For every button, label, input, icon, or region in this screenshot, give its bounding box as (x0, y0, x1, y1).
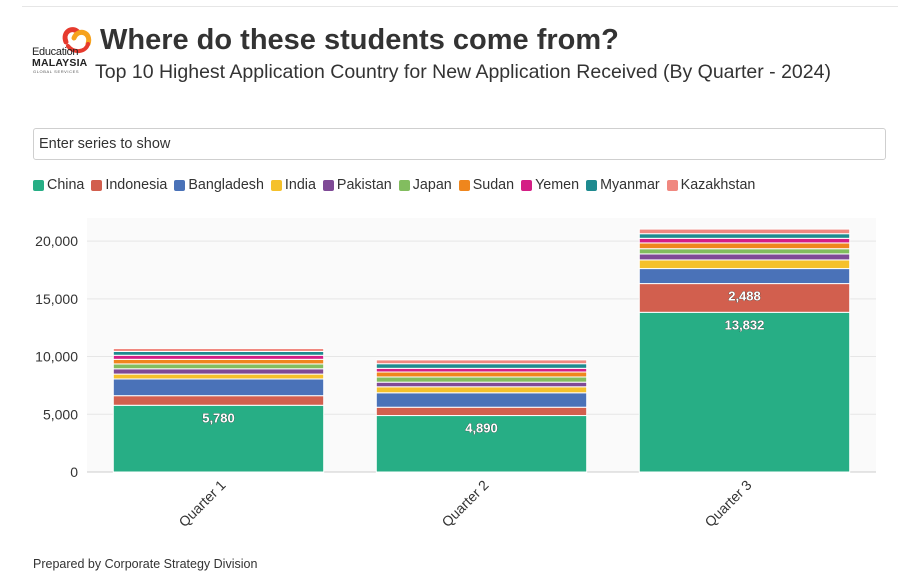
y-tick-label: 0 (70, 464, 78, 480)
legend-label: Yemen (535, 177, 580, 193)
bar-segment-sudan-quarter-1 (112, 358, 325, 365)
bar-segment-myanmar-quarter-3 (638, 233, 851, 239)
legend-item-pakistan[interactable]: Pakistan (322, 177, 392, 193)
bar-segment-bangladesh-quarter-3 (638, 268, 851, 285)
data-label: 13,832 (725, 317, 765, 332)
legend-swatch (586, 179, 598, 191)
bar-segment-myanmar-quarter-2 (375, 363, 588, 369)
legend-swatch (270, 179, 282, 191)
y-tick-label: 10,000 (35, 349, 78, 365)
education-malaysia-logo: Education MALAYSIA GLOBAL SERVICES (32, 24, 96, 76)
logo-mark-icon (62, 27, 92, 53)
y-tick-label: 5,000 (43, 406, 78, 422)
bar-segment-china-quarter-1 (112, 404, 325, 473)
bar-segment-yemen-quarter-2 (375, 367, 588, 373)
bar-segment-china-quarter-3 (638, 311, 851, 473)
legend-item-kazakhstan[interactable]: Kazakhstan (666, 177, 756, 193)
legend-label: Indonesia (105, 177, 168, 193)
legend-label: Myanmar (600, 177, 660, 193)
logo-line-malaysia: MALAYSIA (32, 57, 88, 69)
chart-legend: China Indonesia Bangladesh India Pakistan Jap… (33, 176, 762, 194)
x-tick-label: Quarter 2 (438, 477, 491, 530)
bar-segment-japan-quarter-2 (375, 376, 588, 383)
x-tick-label: Quarter 1 (175, 477, 228, 530)
bar-segment-yemen-quarter-1 (112, 354, 325, 360)
page-title: Where do these students come from? (100, 24, 619, 56)
bar-segment-myanmar-quarter-1 (112, 350, 325, 356)
bar-segment-pakistan-quarter-2 (375, 381, 588, 388)
legend-item-china[interactable]: China (33, 177, 84, 193)
legend-item-yemen[interactable]: Yemen (521, 177, 579, 193)
bar-segment-pakistan-quarter-3 (638, 253, 851, 261)
legend-label: Kazakhstan (680, 177, 756, 193)
bar-segment-india-quarter-2 (375, 386, 588, 394)
legend-swatch (666, 179, 678, 191)
legend-item-sudan[interactable]: Sudan (458, 177, 515, 193)
legend-item-india[interactable]: India (270, 177, 316, 193)
legend-label: China (47, 177, 85, 193)
bar-segment-kazakhstan-quarter-1 (112, 347, 325, 352)
data-label: 2,488 (728, 289, 761, 304)
bar-segment-indonesia-quarter-2 (375, 406, 588, 417)
bar-segment-pakistan-quarter-1 (112, 368, 325, 375)
top-divider (22, 6, 898, 7)
bar-segment-indonesia-quarter-1 (112, 395, 325, 406)
bar-segment-kazakhstan-quarter-3 (638, 228, 851, 235)
legend-label: India (284, 177, 316, 193)
footer-note: Prepared by Corporate Strategy Division (33, 557, 258, 571)
bar-segment-sudan-quarter-2 (375, 371, 588, 378)
bar-segment-sudan-quarter-3 (638, 242, 851, 250)
bar-segment-india-quarter-1 (112, 373, 325, 380)
y-tick-label: 20,000 (35, 233, 78, 249)
legend-swatch (398, 179, 410, 191)
series-filter-input[interactable] (33, 128, 886, 160)
bar-segment-japan-quarter-1 (112, 363, 325, 370)
legend-label: Sudan (472, 177, 515, 193)
logo-line-education: Education (32, 46, 79, 58)
page-subtitle: Top 10 Highest Application Country for N… (95, 61, 831, 83)
legend-item-bangladesh[interactable]: Bangladesh (174, 177, 264, 193)
bar-segment-indonesia-quarter-3 (638, 283, 851, 313)
bar-segment-japan-quarter-3 (638, 248, 851, 255)
logo-line-global-services: GLOBAL SERVICES (33, 69, 80, 74)
legend-swatch (322, 179, 334, 191)
legend-label: Pakistan (336, 177, 392, 193)
legend-item-indonesia[interactable]: Indonesia (91, 177, 167, 193)
legend-label: Bangladesh (188, 177, 264, 193)
legend-item-japan[interactable]: Japan (398, 177, 452, 193)
bar-segment-kazakhstan-quarter-2 (375, 359, 588, 365)
legend-swatch (33, 179, 44, 191)
legend-swatch (91, 179, 103, 191)
legend-swatch (174, 179, 186, 191)
x-tick-label: Quarter 3 (701, 477, 754, 530)
y-tick-label: 15,000 (35, 291, 78, 307)
stacked-bar-chart: 0 5,000 10,000 15,000 20,000 5,780 Quarter 1 4,… (35, 218, 876, 530)
bar-segment-yemen-quarter-3 (638, 237, 851, 244)
legend-swatch (458, 179, 470, 191)
data-label: 4,890 (465, 421, 498, 436)
bar-segment-bangladesh-quarter-2 (375, 392, 588, 408)
legend-item-myanmar[interactable]: Myanmar (586, 177, 660, 193)
data-label: 5,780 (202, 410, 235, 425)
legend-label: Japan (412, 177, 452, 193)
legend-swatch (521, 179, 533, 191)
bar-segment-india-quarter-3 (638, 259, 851, 270)
bar-segment-bangladesh-quarter-1 (112, 378, 325, 397)
